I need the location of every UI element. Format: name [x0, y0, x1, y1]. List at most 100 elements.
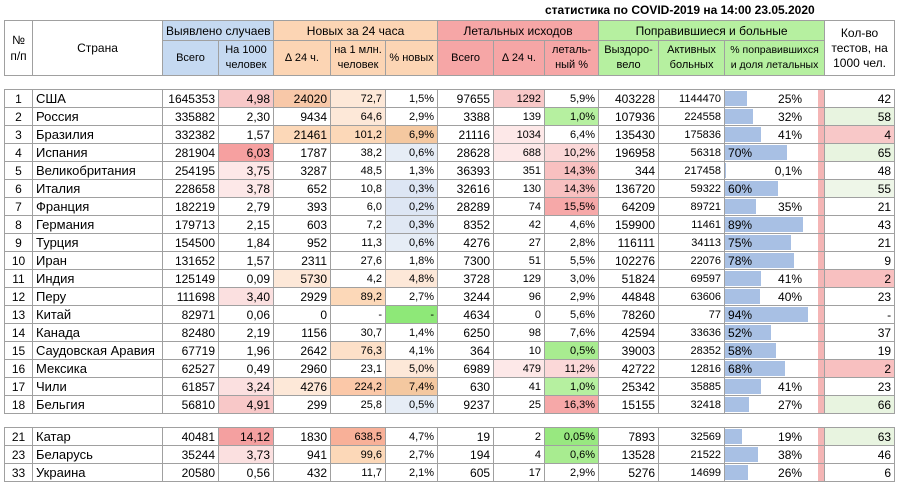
new-24: 24020	[273, 89, 332, 108]
tests-per1000: 9	[824, 251, 896, 270]
new-24: 1787	[273, 143, 332, 162]
cases-per1000: 2,19	[217, 323, 275, 342]
recovered-bar	[725, 307, 808, 322]
recovered-pct: 40%	[724, 287, 826, 306]
deaths-total: 4276	[437, 233, 495, 252]
new-pct: 2,1%	[385, 463, 439, 482]
deaths-pct: 1,0%	[544, 377, 600, 396]
recovered: 39003	[598, 341, 660, 360]
row-country: Германия	[32, 215, 163, 234]
cases-total: 228658	[162, 179, 219, 198]
recovered: 7893	[598, 427, 660, 446]
table-row: 9 Турция 154500 1,84 952 11,3 0,6% 4276 27 2,8% 11…	[4, 233, 896, 252]
table-row: 12 Перу 111698 3,40 2929 89,2 2,7% 3244 96 2,9% 44…	[4, 287, 896, 306]
deaths-24: 74	[493, 197, 546, 216]
row-country: Индия	[32, 269, 163, 288]
new-pct: 1,8%	[385, 251, 439, 270]
recovered-pct: 60%	[724, 179, 826, 198]
row-country: Бельгия	[32, 395, 163, 414]
active: 175836	[658, 125, 726, 144]
lethal-bar	[818, 234, 824, 251]
cases-total: 67719	[162, 341, 219, 360]
table-row: 17 Чили 61857 3,24 4276 224,2 7,4% 630 41 1,0% 253…	[4, 377, 896, 396]
new-24: 4276	[273, 377, 332, 396]
new-per-mln: 101,2	[330, 125, 387, 144]
new-per-mln: 30,7	[330, 323, 387, 342]
row-num: 6	[4, 179, 33, 198]
active: 69597	[658, 269, 726, 288]
deaths-pct: 5,6%	[544, 305, 600, 324]
row-country: Украина	[32, 463, 163, 482]
deaths-pct: 14,3%	[544, 161, 600, 180]
deaths-total: 3728	[437, 269, 495, 288]
table-row: 15 Саудовская Аравия 67719 1,96 2642 76,3 4,1%…	[4, 341, 896, 360]
cases-per1000: 3,78	[217, 179, 275, 198]
new-pct: 0,3%	[385, 179, 439, 198]
recovered-pct-label: 60%	[728, 181, 753, 196]
cases-total: 1645353	[162, 89, 219, 108]
deaths-pct: 0,05%	[544, 427, 600, 446]
table-row: 2 Россия 335882 2,30 9434 64,6 2,9% 3388 139 1,0%…	[4, 107, 896, 126]
new-per-mln: 6,0	[330, 197, 387, 216]
new-pct: 0,3%	[385, 215, 439, 234]
lethal-bar	[818, 378, 824, 395]
deaths-total: 32616	[437, 179, 495, 198]
tests-per1000: 58	[824, 107, 896, 126]
new-per-mln: 99,6	[330, 445, 387, 464]
active: 217458	[658, 161, 726, 180]
active: 224558	[658, 107, 726, 126]
recovered-pct: 27%	[724, 395, 826, 414]
lethal-bar	[818, 270, 824, 287]
header-deaths-24: ∆ 24 ч.	[493, 40, 546, 76]
new-24: 603	[273, 215, 332, 234]
row-num: 2	[4, 107, 33, 126]
row-num: 14	[4, 323, 33, 342]
cases-total: 40481	[162, 427, 219, 446]
table-row: 10 Иран 131652 1,57 2311 27,6 1,8% 7300 51 5,5% 10…	[4, 251, 896, 270]
recovered: 15155	[598, 395, 660, 414]
recovered-pct-label: 75%	[728, 235, 753, 250]
cases-total: 335882	[162, 107, 219, 126]
deaths-total: 364	[437, 341, 495, 360]
row-country: Россия	[32, 107, 163, 126]
recovered: 64209	[598, 197, 660, 216]
cases-total: 125149	[162, 269, 219, 288]
spacer-row	[4, 413, 895, 428]
recovered: 136720	[598, 179, 660, 198]
new-pct: 1,5%	[385, 89, 439, 108]
new-per-mln: -	[330, 305, 387, 324]
lethal-bar	[818, 108, 824, 125]
new-24: 2929	[273, 287, 332, 306]
header-new-24: ∆ 24 ч.	[273, 40, 332, 76]
recovered-pct-label: 58%	[728, 343, 753, 358]
cases-per1000: 3,73	[217, 445, 275, 464]
recovered: 403228	[598, 89, 660, 108]
cases-per1000: 3,40	[217, 287, 275, 306]
header-recovered-group: Поправившиеся и больные	[598, 20, 826, 41]
lethal-bar	[818, 180, 824, 197]
deaths-pct: 16,3%	[544, 395, 600, 414]
lethal-bar	[818, 90, 824, 107]
tests-per1000: 65	[824, 143, 896, 162]
active: 21522	[658, 445, 726, 464]
active: 28352	[658, 341, 726, 360]
row-country: Турция	[32, 233, 163, 252]
row-num: 21	[4, 427, 33, 446]
cases-per1000: 4,91	[217, 395, 275, 414]
new-pct: 2,9%	[385, 107, 439, 126]
deaths-24: 688	[493, 143, 546, 162]
cases-total: 111698	[162, 287, 219, 306]
header-tests: Кол-во тестов, на 1000 чел.	[824, 20, 896, 76]
new-24: 9434	[273, 107, 332, 126]
deaths-24: 130	[493, 179, 546, 198]
deaths-pct: 15,5%	[544, 197, 600, 216]
tests-per1000: -	[824, 305, 896, 324]
recovered-bar	[725, 343, 777, 358]
new-24: 652	[273, 179, 332, 198]
new-24: 1156	[273, 323, 332, 342]
deaths-pct: 4,6%	[544, 215, 600, 234]
new-per-mln: 25,8	[330, 395, 387, 414]
table-row: 4 Испания 281904 6,03 1787 38,2 0,6% 28628 688 10…	[4, 143, 896, 162]
row-num: 4	[4, 143, 33, 162]
new-per-mln: 48,5	[330, 161, 387, 180]
